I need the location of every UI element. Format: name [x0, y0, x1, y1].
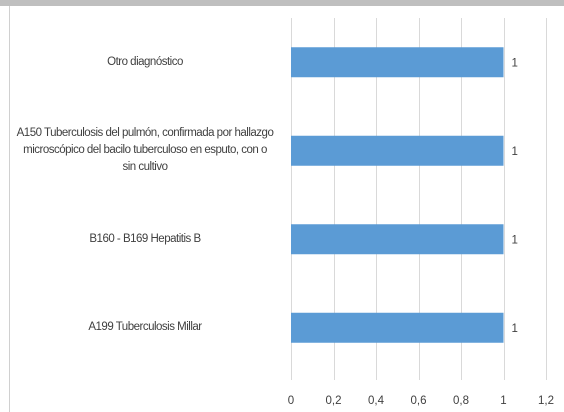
- data-label: 1: [512, 57, 518, 69]
- category-label-line: B160 - B169 Hepatitis B: [89, 232, 201, 245]
- category-label-line: sin cultivo: [122, 161, 169, 174]
- category-label: B160 - B169 Hepatitis B: [10, 231, 280, 248]
- data-label: 1: [512, 146, 518, 158]
- bar: [291, 224, 504, 255]
- bar: [291, 312, 504, 343]
- category-label-line: microscópico del bacilo tuberculoso en e…: [23, 144, 267, 157]
- bar: [291, 135, 504, 166]
- x-tick-label: 0,4: [368, 395, 385, 407]
- category-label-line: A150 Tuberculosis del pulmón, confirmada…: [16, 127, 274, 140]
- x-axis-ticks: 0 0,2 0,4 0,6 0,8 1 1,2: [288, 395, 554, 407]
- x-tick-label: 0: [288, 395, 294, 407]
- x-tick-label: 0,8: [453, 395, 469, 407]
- category-label: A150 Tuberculosis del pulmón, confirmada…: [10, 125, 280, 176]
- category-label-line: Otro diagnóstico: [107, 55, 183, 68]
- bar: [291, 47, 504, 78]
- data-label: 1: [512, 234, 518, 246]
- category-label: A199 Tuberculosis Millar: [10, 319, 280, 336]
- category-label-line: A199 Tuberculosis Millar: [88, 321, 202, 334]
- x-tick-label: 0,6: [411, 395, 427, 407]
- category-label: Otro diagnóstico: [10, 54, 280, 71]
- data-labels: 1 1 1 1: [512, 57, 518, 335]
- bars: [291, 47, 504, 343]
- x-tick-label: 1,2: [538, 395, 554, 407]
- data-label: 1: [512, 323, 518, 335]
- x-tick-label: 1: [500, 395, 506, 407]
- top-frame-edge: [0, 0, 564, 6]
- x-tick-label: 0,2: [326, 395, 342, 407]
